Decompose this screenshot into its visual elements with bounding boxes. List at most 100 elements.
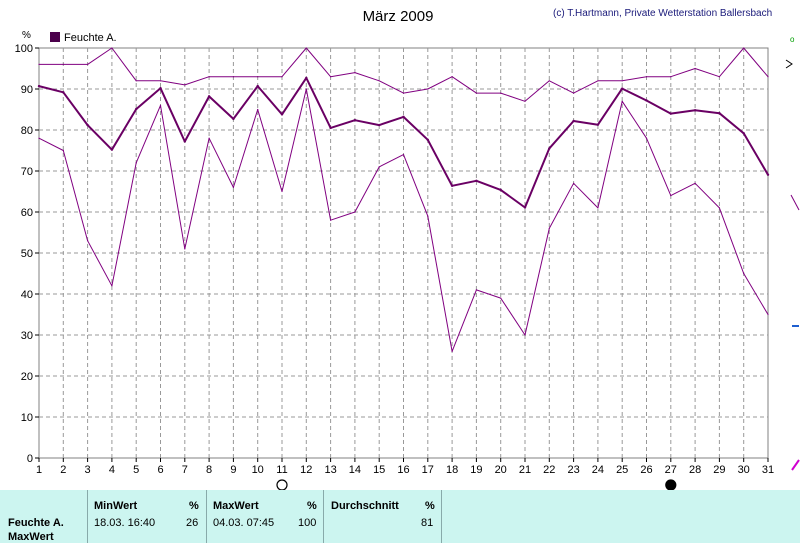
data-point-max — [62, 63, 64, 65]
humidity-chart: März 2009 (c) T.Hartmann, Private Wetter… — [15, 8, 800, 490]
data-point-mean — [256, 84, 259, 88]
data-point-max — [111, 47, 113, 49]
series-lines — [37, 47, 770, 352]
data-point-max — [621, 80, 623, 82]
x-tick-label: 2 — [60, 464, 66, 476]
data-point-max — [281, 76, 283, 78]
data-point-mean — [693, 109, 697, 112]
data-point-min — [111, 285, 113, 287]
x-tick-label: 1 — [36, 464, 42, 476]
data-point-mean — [766, 173, 770, 176]
data-point-mean — [572, 119, 575, 123]
data-point-mean — [548, 147, 551, 150]
x-tick-label: 14 — [349, 464, 361, 476]
data-point-mean — [450, 184, 454, 187]
x-tick-label: 8 — [206, 464, 212, 476]
data-point-mean — [280, 113, 284, 116]
data-point-min — [208, 137, 210, 139]
summary-table: Feuchte A. MaxWert MinWert % 18.03. 16:4… — [0, 490, 800, 543]
data-point-min — [38, 137, 40, 139]
data-point-mean — [135, 107, 138, 111]
data-point-min — [184, 248, 186, 250]
data-point-max — [330, 76, 332, 78]
data-point-max — [87, 63, 89, 65]
data-point-min — [475, 289, 477, 291]
data-point-mean — [37, 84, 41, 88]
data-point-min — [354, 211, 356, 213]
grid — [39, 48, 768, 458]
summary-divider — [87, 490, 88, 543]
data-point-max — [548, 80, 550, 82]
y-tick-label: 90 — [21, 84, 33, 96]
data-point-mean — [718, 111, 721, 115]
x-tick-label: 4 — [109, 464, 115, 476]
data-point-mean — [742, 132, 745, 135]
data-point-mean — [426, 138, 429, 142]
data-point-min — [645, 137, 648, 139]
data-point-min — [573, 182, 575, 184]
max-datetime: 04.03. 07:45 — [213, 517, 275, 529]
min-header: MinWert — [94, 500, 138, 512]
x-tick-label: 23 — [567, 464, 579, 476]
right-edge-fragments: o — [785, 35, 800, 471]
data-point-min — [427, 215, 429, 217]
data-point-min — [232, 186, 234, 188]
x-tick-label: 3 — [85, 464, 91, 476]
data-point-min — [257, 108, 259, 111]
x-tick-label: 24 — [592, 464, 604, 476]
data-point-min — [694, 182, 696, 184]
x-tick-label: 27 — [665, 464, 677, 476]
data-point-mean — [110, 148, 114, 151]
summary-divider — [441, 490, 442, 543]
y-tick-label: 0 — [27, 453, 33, 465]
x-tick-label: 29 — [713, 464, 725, 476]
x-tick-label: 26 — [640, 464, 652, 476]
data-point-mean — [645, 99, 648, 102]
y-tick-label: 40 — [21, 289, 33, 301]
data-point-min — [767, 313, 769, 316]
x-tick-label: 31 — [762, 464, 774, 476]
data-point-max — [305, 47, 307, 49]
max-unit: % — [307, 500, 317, 512]
right-fragment-line — [790, 194, 800, 211]
x-tick-label: 20 — [495, 464, 507, 476]
x-tick-label: 28 — [689, 464, 701, 476]
moon-phase-markers — [276, 479, 677, 490]
data-point-mean — [232, 117, 235, 121]
right-fragment-magenta — [791, 459, 800, 471]
min-datetime: 18.03. 16:40 — [94, 517, 156, 529]
data-point-max — [767, 76, 769, 78]
data-point-mean — [183, 140, 186, 143]
y-axis: 0 10 20 30 40 50 60 70 80 90 100 — [15, 43, 39, 465]
data-point-max — [427, 88, 429, 90]
full-moon-icon — [276, 479, 288, 490]
avg-header: Durchschnitt — [331, 500, 399, 512]
x-tick-label: 11 — [276, 464, 287, 476]
x-tick-label: 17 — [422, 464, 434, 476]
y-tick-label: 30 — [21, 330, 33, 342]
data-point-max — [159, 80, 162, 82]
data-point-mean — [475, 179, 478, 183]
data-point-mean — [86, 123, 89, 127]
y-tick-label: 100 — [15, 43, 33, 55]
min-unit: % — [189, 500, 199, 512]
data-point-mean — [378, 123, 381, 127]
right-fragment-arrow — [785, 59, 793, 69]
x-tick-label: 19 — [470, 464, 482, 476]
data-point-max — [718, 76, 721, 78]
data-point-max — [354, 72, 356, 74]
y-tick-label: 10 — [21, 412, 33, 424]
data-point-max — [500, 92, 502, 94]
x-tick-label: 6 — [157, 464, 163, 476]
data-point-min — [159, 104, 162, 106]
data-point-mean — [329, 126, 332, 130]
data-point-min — [281, 190, 283, 193]
data-point-min — [305, 88, 307, 90]
data-point-mean — [669, 112, 672, 115]
data-point-min — [548, 227, 550, 229]
x-tick-label: 16 — [397, 464, 409, 476]
data-point-mean — [402, 115, 405, 119]
avg-value: 81 — [421, 517, 434, 529]
data-point-max — [573, 92, 575, 94]
x-tick-label: 9 — [230, 464, 236, 476]
